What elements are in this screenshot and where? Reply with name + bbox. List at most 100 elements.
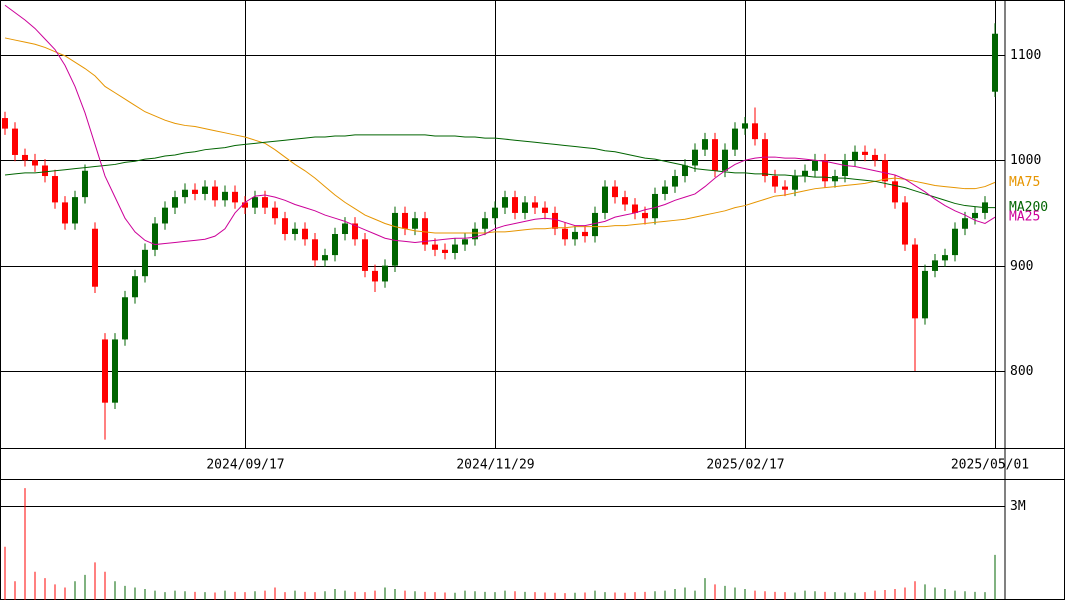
candle-body xyxy=(12,128,18,155)
candle-body xyxy=(972,212,978,219)
candle-body xyxy=(812,160,818,171)
candle-body xyxy=(662,186,668,194)
candle-body xyxy=(272,207,278,219)
y-tick-label: 900 xyxy=(1010,259,1033,274)
candle-body xyxy=(2,118,8,129)
candle-body xyxy=(422,218,428,245)
candle-body xyxy=(952,228,958,256)
candle-body xyxy=(742,123,748,129)
candle-body xyxy=(522,202,528,213)
candle-body xyxy=(82,170,88,198)
x-tick-label: 2024/09/17 xyxy=(206,458,284,473)
candle-body xyxy=(782,186,788,190)
candle-body xyxy=(22,154,28,161)
candle-body xyxy=(382,265,388,282)
candle-body xyxy=(192,189,198,194)
candle-body xyxy=(52,176,58,203)
x-tick-label: 2024/11/29 xyxy=(456,458,534,473)
candle-body xyxy=(652,193,658,219)
candle-body xyxy=(732,128,738,150)
candle-body xyxy=(102,339,108,403)
candle-body xyxy=(842,160,848,177)
candle-body xyxy=(582,231,588,237)
candle-body xyxy=(172,197,178,208)
candle-body xyxy=(552,212,558,229)
candle-body xyxy=(702,139,708,150)
y-tick-label: 3M xyxy=(1010,499,1026,514)
candle-body xyxy=(572,231,578,240)
candle-body xyxy=(452,244,458,253)
candle-body xyxy=(642,212,648,219)
candle-body xyxy=(852,151,858,161)
y-tick-label: 1000 xyxy=(1010,153,1041,168)
candle-body xyxy=(282,218,288,235)
candle-body xyxy=(892,181,898,203)
candle-body xyxy=(212,186,218,201)
candle-body xyxy=(312,239,318,261)
candle-body xyxy=(262,197,268,208)
candle-body xyxy=(502,197,508,208)
candle-body xyxy=(962,218,968,229)
candle-body xyxy=(122,297,128,340)
x-tick-label: 2025/02/17 xyxy=(706,458,784,473)
candle-body xyxy=(482,218,488,229)
candle-body xyxy=(992,33,998,92)
candle-body xyxy=(872,154,878,161)
candle-body xyxy=(772,176,778,187)
candle-body xyxy=(922,270,928,319)
candle-body xyxy=(672,176,678,187)
legend-label: MA25 xyxy=(1009,210,1040,225)
candle-body xyxy=(712,139,718,171)
candle-body xyxy=(682,165,688,177)
ma-line xyxy=(4,37,996,234)
candle-body xyxy=(512,197,518,213)
candle-body xyxy=(332,234,338,256)
candle-body xyxy=(352,223,358,240)
candle-body xyxy=(592,212,598,237)
candle-body xyxy=(322,255,328,261)
candle-body xyxy=(362,239,368,271)
candle-body xyxy=(602,186,608,213)
candle-body xyxy=(492,207,498,219)
candle-body xyxy=(612,186,618,198)
candle-body xyxy=(542,207,548,213)
candle-body xyxy=(62,202,68,224)
candle-body xyxy=(562,228,568,240)
candle-body xyxy=(792,176,798,190)
candle-body xyxy=(342,223,348,235)
candle-body xyxy=(142,249,148,277)
candle-body xyxy=(932,260,938,271)
candle-body xyxy=(632,204,638,213)
y-tick-label: 800 xyxy=(1010,364,1033,379)
candle-body xyxy=(722,149,728,171)
candle-body xyxy=(372,270,378,282)
candle-body xyxy=(112,339,118,403)
candle-body xyxy=(162,207,168,224)
candle-body xyxy=(232,191,238,203)
candle-body xyxy=(902,202,908,245)
candle-body xyxy=(222,191,228,201)
candle-body xyxy=(32,160,38,166)
candle-body xyxy=(402,212,408,229)
candle-body xyxy=(862,151,868,155)
candle-body xyxy=(182,189,188,198)
candle-body xyxy=(532,202,538,208)
x-tick-label: 2025/05/01 xyxy=(951,458,1029,473)
candle-body xyxy=(152,223,158,250)
candle-body xyxy=(432,244,438,250)
y-tick-label: 1100 xyxy=(1010,48,1041,63)
candle-body xyxy=(72,197,78,224)
candle-body xyxy=(692,149,698,166)
candle-body xyxy=(912,244,918,319)
candle-body xyxy=(132,276,138,298)
candle-body xyxy=(832,176,838,182)
ma-line xyxy=(4,4,996,246)
ma-line xyxy=(4,134,995,209)
candle-body xyxy=(302,228,308,240)
candle-body xyxy=(622,197,628,205)
candle-body xyxy=(92,228,98,287)
candle-body xyxy=(472,228,478,240)
candle-body xyxy=(412,218,418,229)
